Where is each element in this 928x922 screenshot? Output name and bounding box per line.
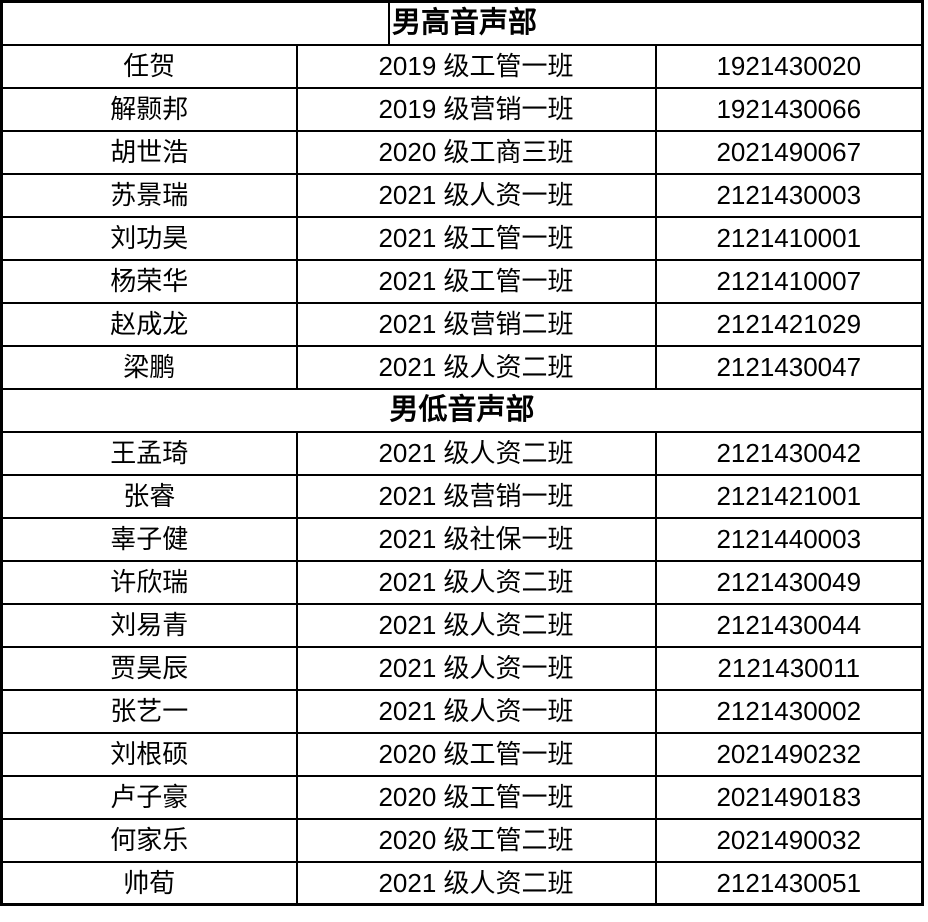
name-cell: 杨荣华: [0, 258, 298, 304]
class-cell: 2021 级人资一班: [295, 645, 657, 691]
class-cell: 2021 级人资一班: [295, 688, 657, 734]
class-cell: 2021 级营销二班: [295, 301, 657, 347]
class-cell: 2020 级工管一班: [295, 774, 657, 820]
table-row: 张睿 2021 级营销一班 2121421001: [0, 473, 924, 519]
section-title: 男高音声部: [392, 6, 538, 39]
table-row: 梁鹏 2021 级人资二班 2121430047: [0, 344, 924, 390]
class-cell: 2020 级工管一班: [295, 731, 657, 777]
class-cell: 2021 级人资二班: [295, 430, 657, 476]
id-cell: 2121430003: [654, 172, 924, 218]
class-cell: 2020 级工管二班: [295, 817, 657, 863]
table-row: 许欣瑞 2021 级人资二班 2121430049: [0, 559, 924, 605]
id-cell: 2021490232: [654, 731, 924, 777]
table-row: 苏景瑞 2021 级人资一班 2121430003: [0, 172, 924, 218]
name-cell: 张艺一: [0, 688, 298, 734]
id-cell: 2121430049: [654, 559, 924, 605]
id-cell: 1921430066: [654, 86, 924, 132]
table-row: 刘根硕 2020 级工管一班 2021490232: [0, 731, 924, 777]
table-row: 刘易青 2021 级人资二班 2121430044: [0, 602, 924, 648]
class-cell: 2021 级人资一班: [295, 172, 657, 218]
id-cell: 2121430044: [654, 602, 924, 648]
id-cell: 2121421029: [654, 301, 924, 347]
name-cell: 贾昊辰: [0, 645, 298, 691]
id-cell: 1921430020: [654, 43, 924, 89]
id-cell: 2121410007: [654, 258, 924, 304]
id-cell: 2121421001: [654, 473, 924, 519]
id-cell: 2121410001: [654, 215, 924, 261]
section-title: 男低音声部: [389, 393, 535, 426]
id-cell: 2121430047: [654, 344, 924, 390]
table-row: 何家乐 2020 级工管二班 2021490032: [0, 817, 924, 863]
name-cell: 王孟琦: [0, 430, 298, 476]
class-cell: 2021 级社保一班: [295, 516, 657, 562]
class-cell: 2020 级工商三班: [295, 129, 657, 175]
name-cell: 刘功昊: [0, 215, 298, 261]
name-cell: 刘根硕: [0, 731, 298, 777]
name-cell: 刘易青: [0, 602, 298, 648]
table-row: 王孟琦 2021 级人资二班 2121430042: [0, 430, 924, 476]
table-row: 贾昊辰 2021 级人资一班 2121430011: [0, 645, 924, 691]
section-header-row: 男低音声部: [0, 387, 924, 433]
id-cell: 2121430002: [654, 688, 924, 734]
name-cell: 苏景瑞: [0, 172, 298, 218]
name-cell: 解颢邦: [0, 86, 298, 132]
name-cell: 辜子健: [0, 516, 298, 562]
id-cell: 2121430042: [654, 430, 924, 476]
table-row: 解颢邦 2019 级营销一班 1921430066: [0, 86, 924, 132]
section-header-row: 男高音声部: [0, 0, 924, 46]
class-cell: 2021 级人资二班: [295, 559, 657, 605]
class-cell: 2019 级工管一班: [295, 43, 657, 89]
table-row: 任贺 2019 级工管一班 1921430020: [0, 43, 924, 89]
table-row: 卢子豪 2020 级工管一班 2021490183: [0, 774, 924, 820]
class-cell: 2021 级人资二班: [295, 860, 657, 906]
table-body: 男高音声部 任贺 2019 级工管一班 1921430020 解颢邦 2019 级营销一班…: [0, 0, 924, 906]
table-row: 胡世浩 2020 级工商三班 2021490067: [0, 129, 924, 175]
section-title-cell: 男低音声部: [0, 387, 924, 433]
name-cell: 卢子豪: [0, 774, 298, 820]
table-row: 刘功昊 2021 级工管一班 2121410001: [0, 215, 924, 261]
id-cell: 2021490032: [654, 817, 924, 863]
name-cell: 任贺: [0, 43, 298, 89]
name-cell: 赵成龙: [0, 301, 298, 347]
name-cell: 胡世浩: [0, 129, 298, 175]
id-cell: 2021490067: [654, 129, 924, 175]
table-row: 杨荣华 2021 级工管一班 2121410007: [0, 258, 924, 304]
class-cell: 2019 级营销一班: [295, 86, 657, 132]
id-cell: 2121430011: [654, 645, 924, 691]
id-cell: 2121440003: [654, 516, 924, 562]
section-title-cell: 男高音声部: [0, 0, 924, 46]
name-cell: 许欣瑞: [0, 559, 298, 605]
name-cell: 帅荀: [0, 860, 298, 906]
class-cell: 2021 级工管一班: [295, 258, 657, 304]
name-cell: 张睿: [0, 473, 298, 519]
class-cell: 2021 级营销一班: [295, 473, 657, 519]
class-cell: 2021 级人资二班: [295, 344, 657, 390]
table-row: 赵成龙 2021 级营销二班 2121421029: [0, 301, 924, 347]
id-cell: 2021490183: [654, 774, 924, 820]
table-row: 帅荀 2021 级人资二班 2121430051: [0, 860, 924, 906]
name-cell: 梁鹏: [0, 344, 298, 390]
header-partial-divider: [388, 3, 390, 43]
choir-roster-table: 男高音声部 任贺 2019 级工管一班 1921430020 解颢邦 2019 级营销一班…: [0, 0, 925, 906]
id-cell: 2121430051: [654, 860, 924, 906]
class-cell: 2021 级人资二班: [295, 602, 657, 648]
table-row: 张艺一 2021 级人资一班 2121430002: [0, 688, 924, 734]
class-cell: 2021 级工管一班: [295, 215, 657, 261]
name-cell: 何家乐: [0, 817, 298, 863]
table-row: 辜子健 2021 级社保一班 2121440003: [0, 516, 924, 562]
